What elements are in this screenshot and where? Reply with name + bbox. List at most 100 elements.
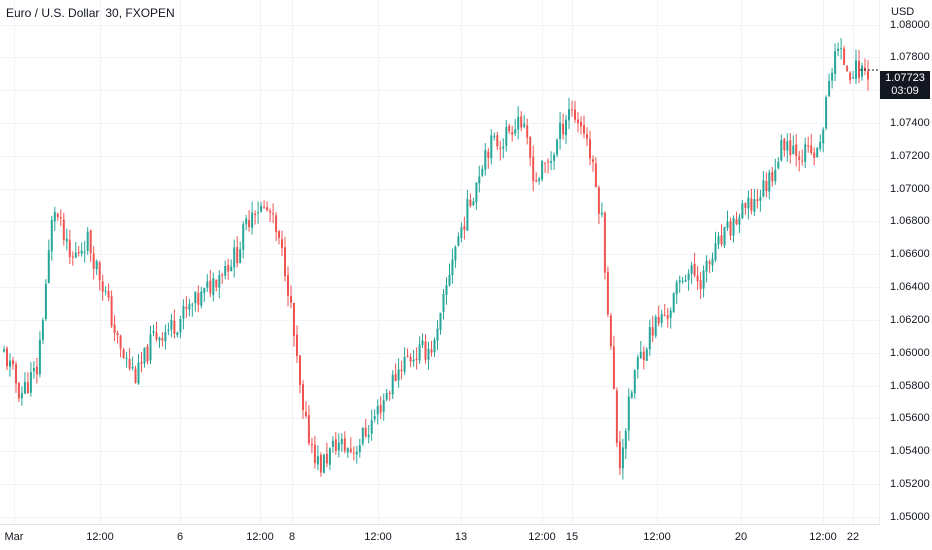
candle-body xyxy=(436,328,439,341)
candle-body xyxy=(478,176,481,184)
candle-body xyxy=(511,132,514,135)
candle-body xyxy=(131,367,134,369)
candle-body xyxy=(251,212,254,228)
candle-body xyxy=(684,279,687,282)
candle-body xyxy=(26,382,29,393)
candle-body xyxy=(771,172,774,182)
time-axis[interactable]: Mar 12:00 6 12:00 8 12:00 13 12:00 15 12:00 20 12:0… xyxy=(0,525,880,550)
candle-body xyxy=(12,360,14,365)
candle-body xyxy=(696,275,699,282)
price-tick-label: 1.06000 xyxy=(890,346,930,359)
candle-body xyxy=(116,332,119,335)
candle-body xyxy=(487,151,490,158)
price-tick-label: 1.07400 xyxy=(890,116,930,129)
candle-body xyxy=(502,146,505,149)
candle-body xyxy=(559,122,562,139)
candle-body xyxy=(394,373,397,381)
candle-body xyxy=(433,339,436,353)
candle-body xyxy=(290,296,292,303)
candle-body xyxy=(523,123,526,127)
candle-body xyxy=(110,296,113,326)
candle-body xyxy=(672,293,675,312)
candle-body xyxy=(269,210,272,213)
candle-body xyxy=(35,366,38,375)
candle-body xyxy=(804,144,807,162)
candle-body xyxy=(322,454,325,474)
candle-body xyxy=(65,238,68,242)
candle-body xyxy=(430,349,433,353)
candle-body xyxy=(349,448,352,453)
candle-body xyxy=(660,314,663,323)
candle-body xyxy=(636,357,639,370)
price-tick-label: 1.06400 xyxy=(890,280,930,293)
candle-body xyxy=(62,219,65,241)
candle-body xyxy=(47,250,50,284)
candle-body xyxy=(388,392,391,394)
candle-body xyxy=(651,327,654,336)
candle-body xyxy=(681,281,684,282)
candle-body xyxy=(547,161,550,163)
candle-body xyxy=(463,226,466,230)
chart-plot-area[interactable] xyxy=(0,0,880,525)
candle-body xyxy=(328,448,331,465)
candle-body xyxy=(621,447,624,469)
candle-body xyxy=(669,310,672,318)
candle-body xyxy=(472,201,475,205)
candle-body xyxy=(597,187,600,214)
candle-body xyxy=(170,319,173,330)
candle-body xyxy=(505,127,508,146)
candle-body xyxy=(134,368,137,383)
candle-body xyxy=(753,199,756,212)
candle-body xyxy=(780,139,783,161)
price-tick-label: 1.05600 xyxy=(890,411,930,424)
candle-body xyxy=(203,287,206,294)
bar-countdown: 03:09 xyxy=(891,85,919,97)
candle-body xyxy=(615,390,618,443)
candle-body xyxy=(3,349,5,352)
candle-body xyxy=(176,332,179,336)
candle-body xyxy=(122,349,125,358)
candle-body xyxy=(185,307,188,310)
candle-body xyxy=(137,362,140,384)
price-axis[interactable]: USD 1.080001.078001.076001.074001.072001… xyxy=(880,0,932,550)
candle-body xyxy=(149,334,152,361)
candle-body xyxy=(861,65,863,77)
candle-body xyxy=(128,358,131,369)
candle-body xyxy=(600,212,603,215)
time-tick-label: 13 xyxy=(454,531,468,543)
currency-label: USD xyxy=(891,6,915,18)
candle-body xyxy=(448,274,451,286)
candle-body xyxy=(316,456,319,465)
candle-body xyxy=(867,71,869,80)
time-tick-label: 15 xyxy=(565,531,579,543)
candle-body xyxy=(816,148,819,158)
candle-body xyxy=(224,266,227,276)
time-tick-label: 12:00 xyxy=(528,531,556,543)
candle-body xyxy=(469,199,472,206)
candle-body xyxy=(50,219,53,252)
candle-body xyxy=(212,278,215,296)
price-tick-label: 1.07800 xyxy=(890,50,930,63)
candle-body xyxy=(143,347,146,364)
candle-body xyxy=(574,109,576,120)
candle-body xyxy=(520,116,523,128)
candle-body xyxy=(726,221,729,228)
candle-body xyxy=(364,428,367,437)
candle-body xyxy=(544,162,547,164)
time-tick-label: 12:00 xyxy=(643,531,671,543)
candle-body xyxy=(639,351,642,359)
candle-body xyxy=(834,51,837,74)
candle-body xyxy=(415,358,418,360)
candle-body xyxy=(580,122,582,127)
candle-body xyxy=(795,144,798,157)
candle-body xyxy=(855,60,857,79)
candle-body xyxy=(355,451,358,455)
candle-body xyxy=(738,217,741,225)
candle-body xyxy=(221,274,224,276)
candle-body xyxy=(119,335,122,349)
time-tick-label: 12:00 xyxy=(246,531,274,543)
candle-body xyxy=(568,109,570,121)
candle-body xyxy=(466,199,469,231)
candle-body xyxy=(182,306,185,319)
candle-body xyxy=(9,360,11,367)
